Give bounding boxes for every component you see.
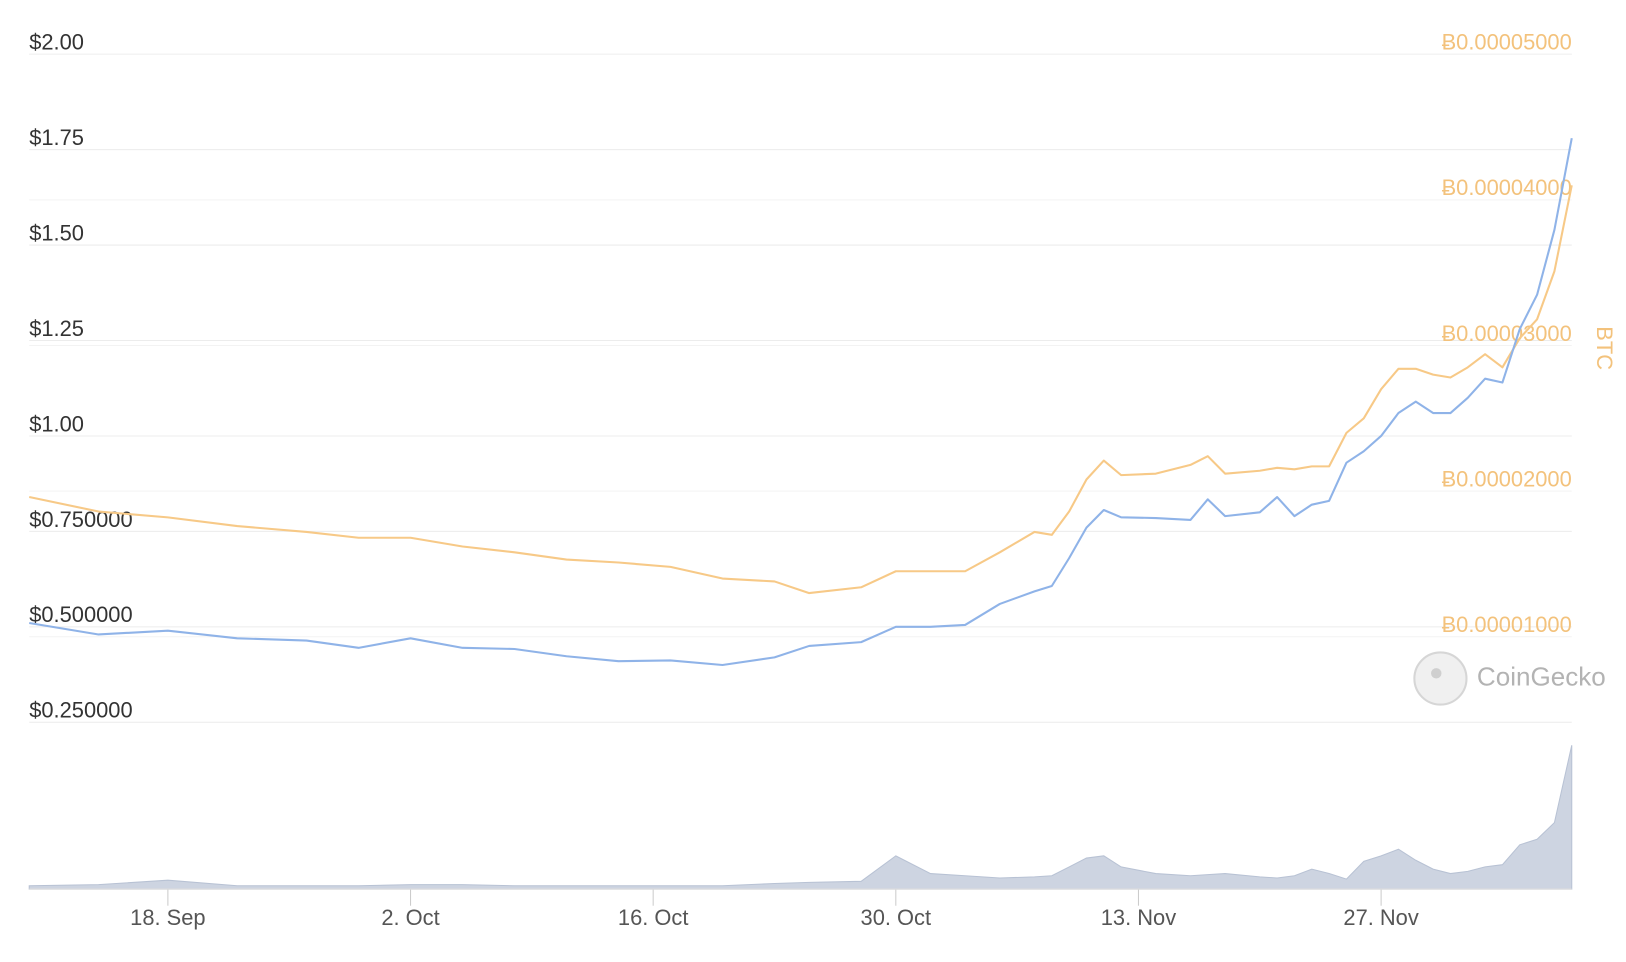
watermark: CoinGecko xyxy=(1477,661,1606,691)
y-tick-label: $0.250000 xyxy=(29,698,132,723)
y-tick-label: $1.00 xyxy=(29,411,84,436)
y2-tick-label: Ƀ0.00005000 xyxy=(1442,30,1572,55)
y2-tick-label: Ƀ0.00004000 xyxy=(1442,175,1572,200)
x-tick-label: 13. Nov xyxy=(1101,905,1176,930)
price-line xyxy=(29,137,1573,667)
volume-area xyxy=(28,745,1573,890)
x-tick-label: 30. Oct xyxy=(861,905,932,930)
x-tick-label: 16. Oct xyxy=(618,905,689,930)
x-tick-label: 27. Nov xyxy=(1343,905,1418,930)
price-line xyxy=(29,185,1573,595)
y2-axis-label: BTC xyxy=(1592,326,1617,370)
y2-tick-label: Ƀ0.00002000 xyxy=(1442,466,1572,491)
y-tick-label: $1.50 xyxy=(29,220,84,245)
y2-tick-label: Ƀ0.00001000 xyxy=(1442,612,1572,637)
y-tick-label: $0.750000 xyxy=(29,507,132,532)
y-tick-label: $2.00 xyxy=(29,30,84,55)
x-tick-label: 2. Oct xyxy=(381,905,439,930)
y-tick-label: $0.500000 xyxy=(29,602,132,627)
y-tick-label: $1.25 xyxy=(29,316,84,341)
x-tick-label: 18. Sep xyxy=(130,905,205,930)
y-tick-label: $1.75 xyxy=(29,125,84,150)
watermark-logo xyxy=(1413,651,1468,706)
y2-tick-label: Ƀ0.00003000 xyxy=(1442,321,1572,346)
